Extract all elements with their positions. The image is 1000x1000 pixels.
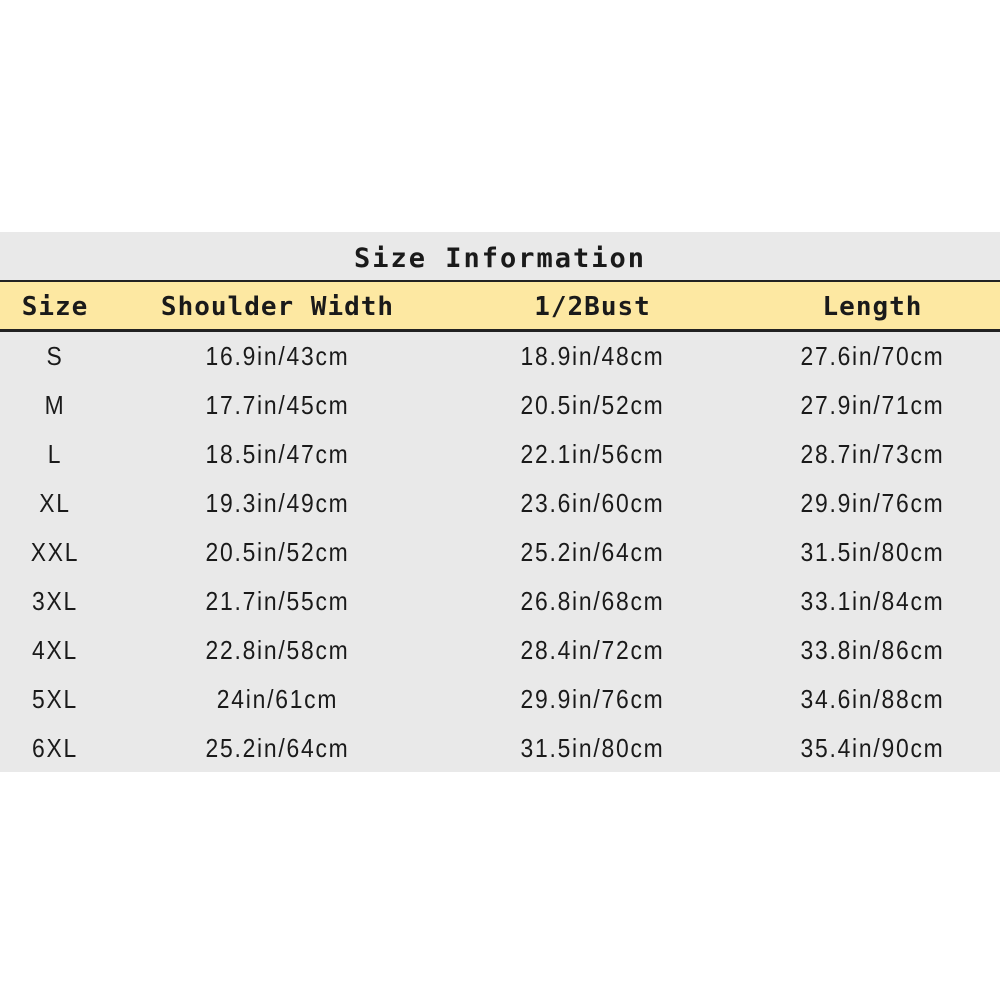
table-title: Size Information (353, 243, 647, 274)
cell-length: 27.9in/71cm (800, 390, 945, 420)
cell-size: 5XL (31, 684, 78, 714)
cell-shoulder-width: 21.7in/55cm (205, 586, 350, 616)
cell-length: 33.8in/86cm (800, 635, 945, 665)
cell-half-bust: 23.6in/60cm (520, 488, 665, 518)
cell-shoulder-width: 24in/61cm (216, 684, 339, 714)
cell-size: L (47, 439, 63, 469)
cell-shoulder-width: 17.7in/45cm (205, 390, 350, 420)
cell-size: XXL (30, 537, 80, 567)
cell-length: 35.4in/90cm (800, 733, 945, 763)
cell-length: 29.9in/76cm (800, 488, 945, 518)
cell-size: 3XL (31, 586, 78, 616)
cell-size: S (46, 341, 64, 371)
cell-length: 28.7in/73cm (800, 439, 945, 469)
cell-shoulder-width: 19.3in/49cm (205, 488, 350, 518)
cell-half-bust: 26.8in/68cm (520, 586, 665, 616)
cell-half-bust: 31.5in/80cm (520, 733, 665, 763)
cell-size: XL (39, 488, 71, 518)
cell-shoulder-width: 16.9in/43cm (205, 341, 350, 371)
cell-length: 33.1in/84cm (800, 586, 945, 616)
table-row: 3XL 21.7in/55cm 26.8in/68cm 33.1in/84cm (0, 577, 1000, 626)
table-row: XL 19.3in/49cm 23.6in/60cm 29.9in/76cm (0, 479, 1000, 528)
cell-shoulder-width: 25.2in/64cm (205, 733, 350, 763)
cell-length: 31.5in/80cm (800, 537, 945, 567)
header-size: Size (21, 292, 89, 322)
header-shoulder-width: Shoulder Width (160, 292, 395, 322)
cell-length: 27.6in/70cm (800, 341, 945, 371)
header-length: Length (822, 292, 923, 322)
cell-half-bust: 22.1in/56cm (520, 439, 665, 469)
table-row: 6XL 25.2in/64cm 31.5in/80cm 35.4in/90cm (0, 724, 1000, 773)
cell-half-bust: 25.2in/64cm (520, 537, 665, 567)
cell-size: 4XL (31, 635, 78, 665)
cell-half-bust: 20.5in/52cm (520, 390, 665, 420)
cell-shoulder-width: 18.5in/47cm (205, 439, 350, 469)
table-row: S 16.9in/43cm 18.9in/48cm 27.6in/70cm (0, 332, 1000, 381)
cell-shoulder-width: 20.5in/52cm (205, 537, 350, 567)
cell-half-bust: 18.9in/48cm (520, 341, 665, 371)
table-row: M 17.7in/45cm 20.5in/52cm 27.9in/71cm (0, 381, 1000, 430)
table-row: L 18.5in/47cm 22.1in/56cm 28.7in/73cm (0, 430, 1000, 479)
table-row: XXL 20.5in/52cm 25.2in/64cm 31.5in/80cm (0, 528, 1000, 577)
cell-half-bust: 29.9in/76cm (520, 684, 665, 714)
cell-half-bust: 28.4in/72cm (520, 635, 665, 665)
header-half-bust: 1/2Bust (534, 292, 651, 322)
cell-shoulder-width: 22.8in/58cm (205, 635, 350, 665)
size-table: Size Information Size Shoulder Width 1/2… (0, 232, 1000, 772)
cell-size: 6XL (31, 733, 78, 763)
table-row: 5XL 24in/61cm 29.9in/76cm 34.6in/88cm (0, 675, 1000, 724)
cell-size: M (44, 390, 66, 420)
header-row: Size Shoulder Width 1/2Bust Length (0, 280, 1000, 332)
table-row: 4XL 22.8in/58cm 28.4in/72cm 33.8in/86cm (0, 626, 1000, 675)
cell-length: 34.6in/88cm (800, 684, 945, 714)
